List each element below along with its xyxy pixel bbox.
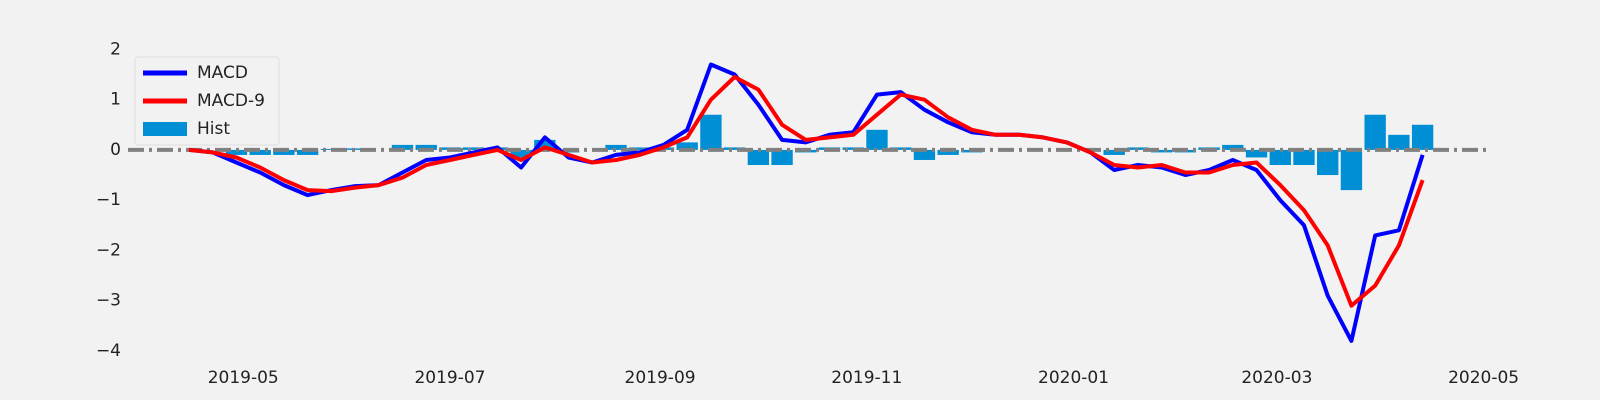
series-line	[188, 62, 1425, 343]
hist-bar	[1222, 144, 1244, 150]
hist-bar	[1364, 114, 1386, 150]
hist-bar	[937, 149, 959, 155]
hist-bar	[700, 114, 722, 150]
hist-bar	[1317, 149, 1339, 176]
hist-bar	[1103, 149, 1125, 155]
x-tick-label: 2019-11	[831, 368, 902, 388]
hist-bar	[344, 148, 366, 150]
legend-label: Hist	[197, 119, 230, 139]
x-tick-label: 2019-09	[625, 368, 696, 388]
hist-bar	[771, 149, 793, 165]
hist-bar	[866, 129, 888, 150]
x-tick-label: 2020-03	[1241, 368, 1312, 388]
y-tick-label: −2	[96, 240, 121, 260]
hist-bar	[1150, 149, 1173, 153]
hist-bar	[1293, 149, 1315, 165]
legend-label: MACD	[197, 63, 248, 83]
hist-bar	[1340, 149, 1363, 191]
hist-bar	[510, 149, 532, 158]
hist-bar	[1269, 149, 1291, 165]
legend-swatch	[143, 122, 187, 136]
x-tick-label: 2020-01	[1038, 368, 1109, 388]
hist-bar	[1388, 134, 1410, 150]
legend-label: MACD-9	[197, 91, 265, 111]
y-tick-label: 1	[110, 90, 121, 110]
hist-bar	[890, 147, 912, 150]
hist-bar	[747, 149, 770, 165]
y-tick-label: −4	[96, 341, 121, 361]
series-line	[188, 75, 1425, 308]
hist-bar	[249, 149, 271, 155]
y-tick-label: −1	[96, 190, 121, 210]
hist-bar	[605, 144, 627, 150]
hist-bar	[273, 149, 295, 155]
x-tick-label: 2019-05	[208, 368, 279, 388]
x-tick-label: 2019-07	[414, 368, 485, 388]
hist-bar	[723, 147, 746, 150]
hist-bar	[415, 144, 437, 150]
hist-bar	[296, 149, 319, 155]
y-tick-label: 2	[110, 39, 121, 59]
y-tick-label: 0	[110, 140, 121, 160]
x-tick-label: 2020-05	[1448, 368, 1519, 388]
y-tick-label: −3	[96, 291, 121, 311]
hist-bar	[629, 147, 651, 150]
hist-bar	[1411, 124, 1434, 150]
hist-bar	[913, 149, 936, 160]
hist-bar	[1245, 149, 1268, 158]
hist-bar	[534, 139, 556, 150]
hist-bar	[225, 149, 248, 155]
hist-bar	[391, 144, 414, 150]
hist-bar	[463, 147, 485, 150]
hist-bar	[676, 142, 698, 150]
